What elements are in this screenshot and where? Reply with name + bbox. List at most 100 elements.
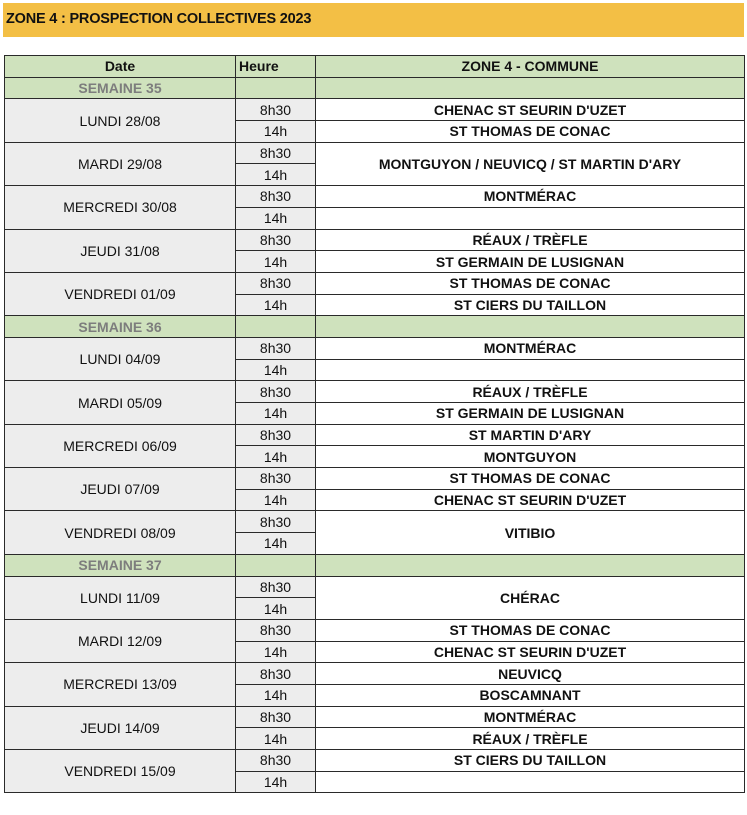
date-cell: MARDI 29/08	[4, 141, 236, 187]
heure-cell: 8h30	[235, 705, 316, 729]
heure-cell: 14h	[235, 250, 316, 273]
table-row: 14h	[5, 206, 745, 230]
week-label: SEMAINE 36	[4, 315, 236, 338]
table-row: 14h ST THOMAS DE CONAC	[5, 120, 745, 143]
heure-cell: 8h30	[235, 336, 316, 360]
commune-cell: ST THOMAS DE CONAC	[315, 618, 745, 642]
date-cell: LUNDI 04/09	[4, 336, 236, 382]
heure-cell: 8h30	[235, 575, 316, 599]
date-cell: MARDI 05/09	[4, 380, 236, 425]
date-cell: MARDI 12/09	[4, 618, 236, 664]
commune-cell: VITIBIO	[315, 510, 745, 555]
date-cell: JEUDI 07/09	[4, 467, 236, 512]
week-label: SEMAINE 35	[4, 76, 236, 100]
heure-cell: 8h30	[235, 185, 316, 208]
commune-cell: CHENAC ST SEURIN D'UZET	[315, 488, 745, 512]
date-cell: VENDREDI 08/09	[4, 510, 236, 555]
date-cell: JEUDI 14/09	[4, 705, 236, 751]
week-heure-empty	[235, 553, 316, 577]
commune-cell: MONTMÉRAC	[315, 705, 745, 729]
date-cell: JEUDI 31/08	[4, 228, 236, 273]
table-row: 14h RÉAUX / TRÈFLE	[5, 727, 745, 750]
heure-cell: 8h30	[235, 662, 316, 685]
header-date: Date	[4, 55, 236, 78]
header-commune: ZONE 4 - COMMUNE	[315, 55, 745, 78]
commune-cell: ST MARTIN D'ARY	[315, 423, 745, 447]
commune-cell: MONTGUYON / NEUVICQ / ST MARTIN D'ARY	[315, 141, 745, 187]
table-row: VENDREDI 08/09 8h30 VITIBIO	[4, 510, 745, 555]
heure-cell: 14h	[235, 445, 316, 469]
week-row: SEMAINE 36	[4, 315, 745, 338]
heure-cell: 14h	[235, 683, 316, 707]
heure-cell: 14h	[235, 358, 316, 382]
heure-cell: 14h	[235, 402, 316, 425]
commune-cell: MONTMÉRAC	[315, 185, 745, 208]
table-row: MERCREDI 13/09 8h30 NEUVICQ	[4, 662, 745, 707]
table-row: 14h	[5, 532, 745, 555]
commune-cell: ST THOMAS DE CONAC	[315, 467, 745, 490]
table-row: 14h ST GERMAIN DE LUSIGNAN	[5, 402, 745, 425]
heure-cell: 14h	[235, 163, 316, 187]
table-row: 14h	[5, 770, 745, 794]
heure-cell: 8h30	[235, 618, 316, 642]
table-row: 14h	[5, 163, 745, 187]
week-commune-empty	[315, 553, 745, 577]
heure-cell: 8h30	[235, 423, 316, 447]
table-row: 14h	[5, 597, 745, 620]
table-row: JEUDI 14/09 8h30 MONTMÉRAC	[4, 705, 745, 751]
week-commune-empty	[315, 315, 745, 338]
heure-cell: 8h30	[235, 749, 316, 772]
commune-cell: ST CIERS DU TAILLON	[315, 293, 745, 317]
commune-cell: CHENAC ST SEURIN D'UZET	[315, 640, 745, 664]
week-heure-empty	[235, 315, 316, 338]
heure-cell: 14h	[235, 770, 316, 794]
heure-cell: 8h30	[235, 228, 316, 252]
table-row: VENDREDI 01/09 8h30 ST THOMAS DE CONAC	[4, 271, 745, 317]
date-cell: LUNDI 11/09	[4, 575, 236, 620]
heure-cell: 8h30	[235, 271, 316, 295]
commune-cell	[315, 358, 745, 382]
commune-cell: RÉAUX / TRÈFLE	[315, 380, 745, 403]
table-row: MARDI 05/09 8h30 RÉAUX / TRÈFLE	[4, 380, 745, 425]
commune-cell: ST THOMAS DE CONAC	[315, 271, 745, 295]
table-row: LUNDI 04/09 8h30 MONTMÉRAC	[4, 336, 745, 382]
heure-cell: 8h30	[235, 380, 316, 403]
table-row: JEUDI 31/08 8h30 RÉAUX / TRÈFLE	[4, 228, 745, 273]
commune-cell: ST GERMAIN DE LUSIGNAN	[315, 402, 745, 425]
heure-cell: 14h	[235, 640, 316, 664]
heure-cell: 14h	[235, 293, 316, 317]
table-row: MARDI 29/08 8h30 MONTGUYON / NEUVICQ / ST …	[4, 141, 745, 187]
commune-cell: ST THOMAS DE CONAC	[315, 120, 745, 143]
title-bar: ZONE 4 : PROSPECTION COLLECTIVES 2023	[3, 3, 744, 37]
commune-cell: ST CIERS DU TAILLON	[315, 749, 745, 772]
commune-cell: ST GERMAIN DE LUSIGNAN	[315, 250, 745, 273]
commune-cell: MONTGUYON	[315, 445, 745, 469]
commune-cell: NEUVICQ	[315, 662, 745, 685]
table-row: MARDI 12/09 8h30 ST THOMAS DE CONAC	[4, 618, 745, 664]
heure-cell: 14h	[235, 597, 316, 620]
date-cell: MERCREDI 30/08	[4, 185, 236, 230]
heure-cell: 8h30	[235, 510, 316, 534]
heure-cell: 14h	[235, 206, 316, 230]
date-cell: VENDREDI 01/09	[4, 271, 236, 317]
header-row: Date Heure ZONE 4 - COMMUNE	[4, 55, 745, 78]
week-row: SEMAINE 37	[4, 553, 745, 577]
schedule-table: Date Heure ZONE 4 - COMMUNE SEMAINE 35 LU…	[4, 55, 745, 794]
date-cell: MERCREDI 06/09	[4, 423, 236, 469]
table-row: 14h MONTGUYON	[5, 445, 745, 469]
week-row: SEMAINE 35	[4, 76, 745, 100]
commune-cell: CHENAC ST SEURIN D'UZET	[315, 98, 745, 122]
heure-cell: 14h	[235, 532, 316, 555]
week-heure-empty	[235, 76, 316, 100]
commune-cell: CHÉRAC	[315, 575, 745, 620]
date-cell: MERCREDI 13/09	[4, 662, 236, 707]
heure-cell: 8h30	[235, 98, 316, 122]
commune-cell: RÉAUX / TRÈFLE	[315, 727, 745, 750]
commune-cell	[315, 206, 745, 230]
commune-cell: MONTMÉRAC	[315, 336, 745, 360]
heure-cell: 14h	[235, 727, 316, 750]
commune-cell	[315, 770, 745, 794]
table-row: JEUDI 07/09 8h30 ST THOMAS DE CONAC	[4, 467, 745, 512]
heure-cell: 14h	[235, 120, 316, 143]
heure-cell: 8h30	[235, 141, 316, 165]
